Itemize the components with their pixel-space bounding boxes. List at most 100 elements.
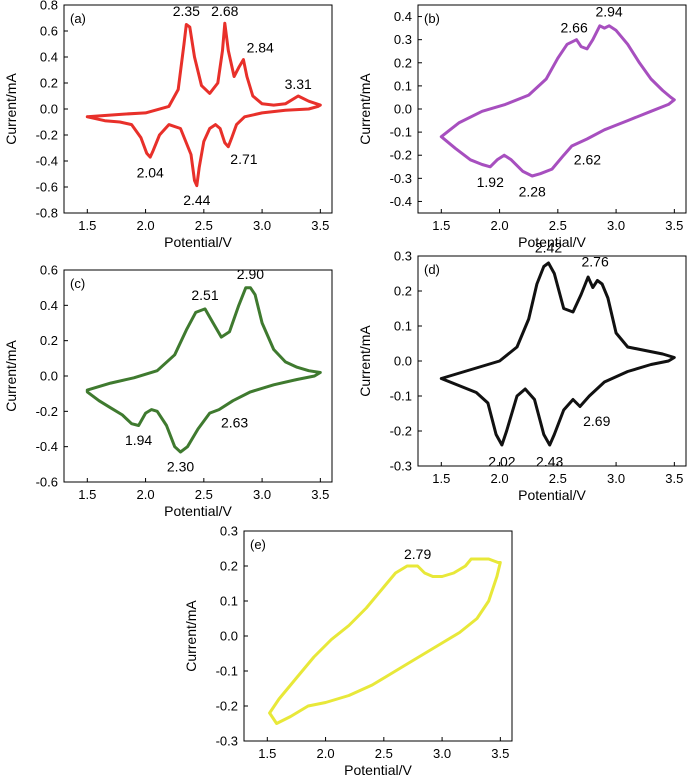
x-tick-label: 2.5 xyxy=(195,218,213,233)
y-tick-label: -0.2 xyxy=(36,128,58,143)
y-tick-label: 0.0 xyxy=(40,102,58,117)
x-axis-label: Potential/V xyxy=(164,503,232,519)
y-tick-label: 0.1 xyxy=(394,78,412,93)
peak-label: 2.28 xyxy=(519,183,546,199)
x-tick-label: 1.5 xyxy=(78,487,96,502)
y-tick-label: 0.4 xyxy=(40,50,58,65)
y-tick-label: 0.6 xyxy=(40,24,58,39)
panel-label: (c) xyxy=(70,276,85,291)
x-tick-label: 3.5 xyxy=(665,471,683,486)
x-tick-label: 1.5 xyxy=(78,218,96,233)
y-tick-label: 0.0 xyxy=(394,354,412,369)
y-axis-label: Current/mA xyxy=(3,73,19,145)
y-tick-label: 0.3 xyxy=(394,249,412,264)
peak-label: 2.94 xyxy=(595,3,622,19)
x-tick-label: 3.5 xyxy=(311,487,329,502)
peak-label: 2.90 xyxy=(237,266,264,282)
peak-label: 2.71 xyxy=(230,151,257,167)
peak-label: 2.42 xyxy=(535,240,562,256)
x-tick-label: 1.5 xyxy=(432,218,450,233)
y-tick-label: 0.4 xyxy=(40,298,58,313)
y-tick-label: 0.3 xyxy=(220,524,238,539)
x-tick-label: 1.5 xyxy=(258,746,276,761)
plot-frame xyxy=(417,4,687,214)
cv-curve-a xyxy=(85,21,322,188)
y-tick-label: -0.3 xyxy=(390,171,412,186)
y-tick-label: -0.3 xyxy=(216,734,238,749)
x-axis-label: Potential/V xyxy=(164,234,232,250)
y-tick-label: -0.6 xyxy=(36,180,58,195)
x-tick-label: 3.5 xyxy=(665,218,683,233)
y-tick-label: -0.6 xyxy=(36,475,58,490)
peak-label: 2.44 xyxy=(183,192,210,208)
peak-label: 2.68 xyxy=(211,3,238,19)
panel-label: (e) xyxy=(250,537,266,552)
panel-d: 1.5 2.0 2.5 3.0 3.5 -0.3 -0.2 -0.1 0.0 0.1 0.2 0.3 P… xyxy=(357,240,687,503)
y-tick-label: -0.4 xyxy=(390,194,412,209)
cv-curve-d xyxy=(439,261,676,447)
x-tick-label: 3.5 xyxy=(311,218,329,233)
cv-curve-c xyxy=(85,286,322,454)
y-tick-label: 0.2 xyxy=(394,55,412,70)
peak-label: 2.35 xyxy=(173,3,200,19)
panel-label: (b) xyxy=(424,11,440,26)
x-tick-label: 2.0 xyxy=(137,487,155,502)
y-tick-label: 0.2 xyxy=(220,559,238,574)
x-tick-label: 2.0 xyxy=(491,218,509,233)
y-tick-label: 0.1 xyxy=(394,319,412,334)
x-tick-label: 3.0 xyxy=(433,746,451,761)
plot-frame xyxy=(243,530,513,742)
y-tick-label: -0.1 xyxy=(390,389,412,404)
plot-frame xyxy=(417,255,687,467)
y-tick-label: 0.2 xyxy=(40,333,58,348)
peak-label: 2.43 xyxy=(536,454,563,470)
x-tick-label: 3.0 xyxy=(607,471,625,486)
y-tick-label: -0.2 xyxy=(216,699,238,714)
panel-e: 1.5 2.0 2.5 3.0 3.5 -0.3 -0.2 -0.1 0.0 0.1 0.2 0.3 P… xyxy=(183,524,513,778)
x-axis-label: Potential/V xyxy=(518,234,586,250)
y-tick-label: -0.3 xyxy=(390,459,412,474)
peak-label: 2.76 xyxy=(581,254,608,270)
x-axis-label: Potential/V xyxy=(518,487,586,503)
y-tick-label: -0.1 xyxy=(216,664,238,679)
peak-label: 3.31 xyxy=(285,76,312,92)
x-tick-label: 2.0 xyxy=(137,218,155,233)
panel-a: 1.5 2.0 2.5 3.0 3.5 -0.8 -0.6 -0.4 -0.2 0.0 0.2 0.4… xyxy=(3,0,333,250)
peak-label: 2.79 xyxy=(404,546,431,562)
peak-label: 2.30 xyxy=(167,459,194,475)
y-tick-label: -0.2 xyxy=(390,424,412,439)
peak-label: 1.92 xyxy=(477,174,504,190)
peak-label: 2.02 xyxy=(488,454,515,470)
y-tick-label: -0.4 xyxy=(36,154,58,169)
peak-label: 2.84 xyxy=(247,40,274,56)
x-tick-label: 3.5 xyxy=(491,746,509,761)
y-tick-label: 0.4 xyxy=(394,9,412,24)
cv-curve-b xyxy=(439,24,676,178)
peak-label: 2.69 xyxy=(583,413,610,429)
x-tick-label: 3.0 xyxy=(253,218,271,233)
y-tick-label: 0.0 xyxy=(40,369,58,384)
x-tick-label: 2.0 xyxy=(491,471,509,486)
x-tick-label: 2.5 xyxy=(549,471,567,486)
y-tick-label: -0.4 xyxy=(36,439,58,454)
y-tick-label: 0.0 xyxy=(220,629,238,644)
panel-label: (d) xyxy=(424,262,440,277)
y-axis-label: Current/mA xyxy=(3,340,19,412)
panel-b: 1.5 2.0 2.5 3.0 3.5 -0.4 -0.3 -0.2 -0.1 0.0 0.1 0.2… xyxy=(357,3,687,250)
y-tick-label: -0.2 xyxy=(390,148,412,163)
panel-label: (a) xyxy=(70,11,86,26)
peak-label: 2.51 xyxy=(191,287,218,303)
x-tick-label: 3.0 xyxy=(253,487,271,502)
y-tick-label: 0.6 xyxy=(40,263,58,278)
x-axis-label: Potential/V xyxy=(344,762,412,778)
y-tick-label: 0.2 xyxy=(40,76,58,91)
y-tick-label: 0.2 xyxy=(394,284,412,299)
x-tick-label: 2.0 xyxy=(317,746,335,761)
x-tick-label: 2.5 xyxy=(375,746,393,761)
peak-label: 2.62 xyxy=(574,151,601,167)
cv-curve-e xyxy=(268,557,502,725)
peak-label: 1.94 xyxy=(125,432,152,448)
y-tick-label: 0.1 xyxy=(220,594,238,609)
y-axis-label: Current/mA xyxy=(357,73,373,145)
